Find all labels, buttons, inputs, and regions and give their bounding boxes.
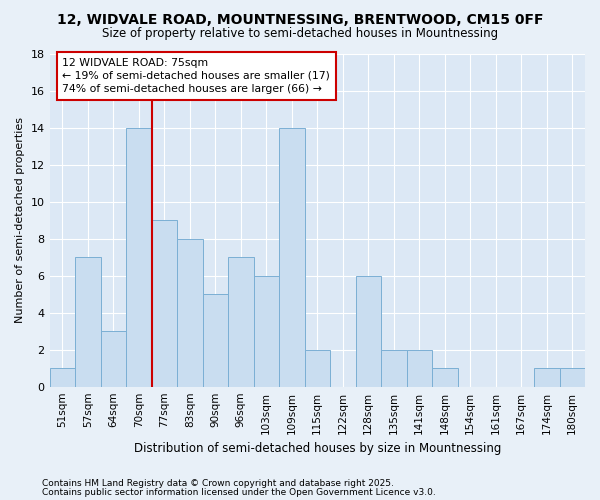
Y-axis label: Number of semi-detached properties: Number of semi-detached properties: [15, 118, 25, 324]
Text: Contains HM Land Registry data © Crown copyright and database right 2025.: Contains HM Land Registry data © Crown c…: [42, 479, 394, 488]
Bar: [50, 368, 75, 386]
Bar: [228, 258, 254, 386]
Bar: [75, 258, 101, 386]
Bar: [203, 294, 228, 386]
Bar: [126, 128, 152, 386]
Bar: [381, 350, 407, 387]
Text: Contains public sector information licensed under the Open Government Licence v3: Contains public sector information licen…: [42, 488, 436, 497]
Bar: [254, 276, 279, 386]
Bar: [432, 368, 458, 386]
Bar: [279, 128, 305, 386]
Bar: [356, 276, 381, 386]
Bar: [152, 220, 177, 386]
Bar: [560, 368, 585, 386]
Text: 12 WIDVALE ROAD: 75sqm
← 19% of semi-detached houses are smaller (17)
74% of sem: 12 WIDVALE ROAD: 75sqm ← 19% of semi-det…: [62, 58, 330, 94]
Text: 12, WIDVALE ROAD, MOUNTNESSING, BRENTWOOD, CM15 0FF: 12, WIDVALE ROAD, MOUNTNESSING, BRENTWOO…: [57, 12, 543, 26]
X-axis label: Distribution of semi-detached houses by size in Mountnessing: Distribution of semi-detached houses by …: [134, 442, 501, 455]
Bar: [407, 350, 432, 387]
Text: Size of property relative to semi-detached houses in Mountnessing: Size of property relative to semi-detach…: [102, 28, 498, 40]
Bar: [305, 350, 330, 387]
Bar: [177, 239, 203, 386]
Bar: [534, 368, 560, 386]
Bar: [101, 331, 126, 386]
